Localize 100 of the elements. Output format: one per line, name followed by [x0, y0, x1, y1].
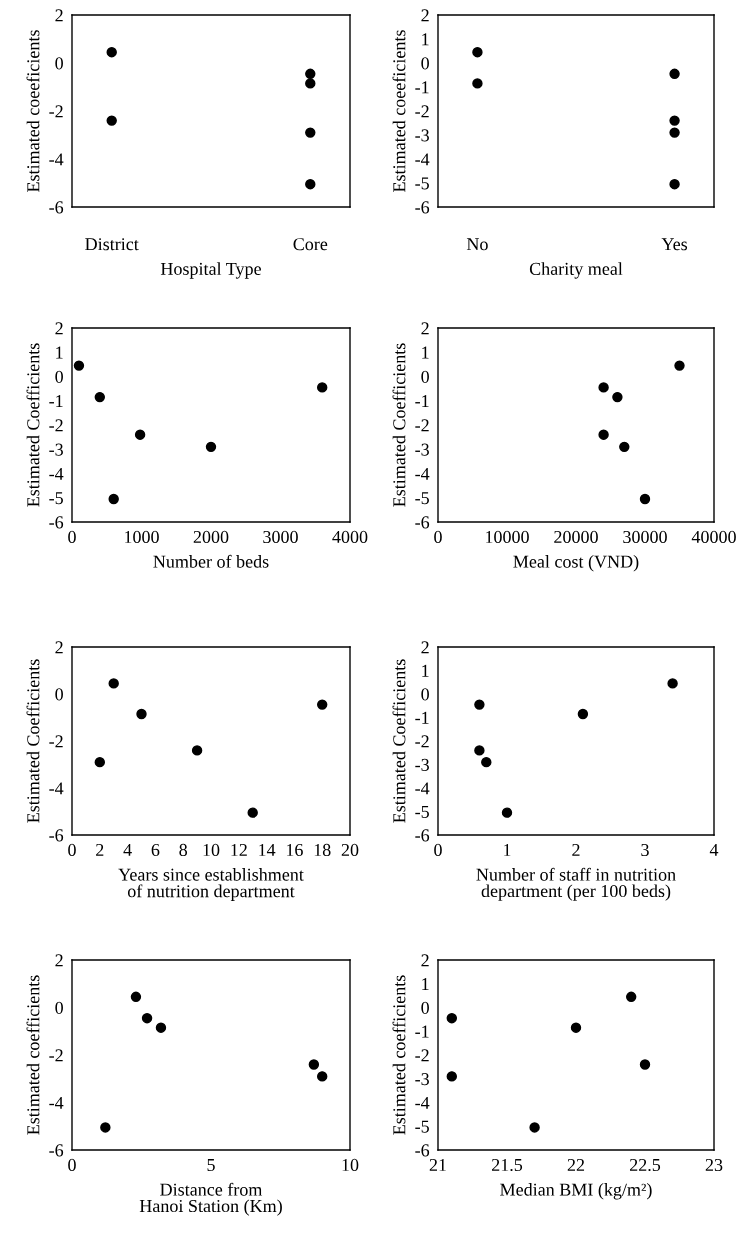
x-tick-label: 1: [504, 843, 511, 856]
y-tick-label: -4: [415, 782, 430, 795]
y-tick-label: 2: [421, 322, 429, 335]
y-tick-label: -4: [415, 1096, 430, 1109]
x-tick-label: 10: [342, 1158, 359, 1172]
y-tick-label: -6: [415, 516, 430, 529]
y-tick-label: -2: [415, 735, 429, 748]
y-axis-title: Estimated Coefficients: [26, 343, 40, 507]
point: [108, 493, 119, 505]
y-tick-label: -6: [49, 516, 64, 529]
y-tick-label: -1: [415, 395, 429, 408]
point: [619, 441, 630, 453]
point: [94, 756, 105, 768]
x-tick-label: 22.5: [629, 1158, 661, 1172]
y-tick-label: -2: [49, 105, 63, 118]
x-tick-label: 0: [68, 843, 76, 857]
y-tick-label: 1: [422, 33, 429, 46]
x-tick-label: District: [85, 238, 139, 251]
point: [108, 678, 119, 689]
y-tick-label: 0: [55, 1001, 63, 1014]
y-tick-label: -1: [415, 711, 429, 724]
y-tick-label: 2: [55, 9, 63, 22]
point: [474, 699, 485, 710]
x-tick-label: Yes: [661, 238, 688, 251]
y-tick-label: 1: [56, 346, 63, 359]
point: [308, 1059, 320, 1070]
x-tick-label: 22: [567, 1158, 585, 1171]
point: [612, 391, 623, 403]
point: [529, 1122, 540, 1133]
y-tick-label: -6: [415, 829, 430, 842]
y-tick-label: 0: [55, 57, 63, 70]
y-tick-label: -2: [49, 1049, 63, 1062]
point: [155, 1022, 167, 1033]
point: [94, 391, 105, 403]
x-tick-label: 20000: [554, 530, 598, 544]
x-tick-label: 14: [259, 843, 276, 856]
y-tick-label: 2: [421, 954, 429, 967]
y-tick-label: -6: [49, 201, 64, 214]
point: [639, 1059, 651, 1070]
x-tick-label: 1000: [125, 530, 159, 544]
y-tick-label: -1: [415, 1025, 429, 1038]
x-tick-label: 2: [572, 843, 580, 856]
x-tick-label: 4: [709, 843, 719, 856]
y-tick-label: -6: [49, 1144, 64, 1157]
y-tick-label: -5: [415, 1120, 429, 1133]
y-tick-label: 0: [421, 370, 429, 383]
y-tick-label: 1: [422, 664, 429, 677]
x-tick-label: 12: [231, 843, 247, 856]
x-tick-label: 3: [641, 843, 649, 857]
point: [100, 1122, 111, 1133]
point: [141, 1012, 153, 1024]
point: [481, 756, 492, 768]
y-tick-label: 2: [421, 641, 429, 654]
x-axis-title: Hospital Type: [160, 262, 261, 279]
point: [247, 807, 258, 818]
x-tick-label: 0: [434, 530, 442, 544]
y-tick-label: 0: [55, 688, 63, 701]
x-tick-label: 5: [207, 1159, 215, 1172]
y-tick-label: 0: [421, 57, 429, 70]
y-tick-label: 0: [55, 370, 63, 383]
point: [446, 1012, 457, 1024]
point: [667, 678, 678, 689]
point: [626, 991, 637, 1003]
y-axis-title: Estimated Coefficients: [392, 343, 406, 507]
point: [191, 745, 203, 756]
x-tick-label: 16: [286, 843, 303, 857]
y-tick-label: -1: [49, 395, 63, 408]
y-tick-label: -3: [415, 443, 429, 456]
point: [501, 807, 513, 818]
point: [134, 429, 146, 440]
y-tick-label: 0: [421, 1001, 429, 1014]
y-tick-label: 2: [55, 954, 63, 967]
x-tick-label: No: [466, 238, 488, 251]
x-axis-title: Number of staff in nutrition department (per 100 beds): [476, 867, 676, 901]
x-axis-title: Number of beds: [153, 554, 269, 568]
x-tick-label: 21.5: [491, 1158, 523, 1172]
y-tick-label: 2: [55, 641, 63, 654]
x-tick-label: 40000: [691, 530, 736, 544]
point: [474, 745, 485, 756]
point: [598, 382, 609, 393]
x-tick-label: 2: [96, 843, 104, 856]
x-tick-label: 21: [429, 1158, 446, 1171]
y-tick-label: -5: [415, 492, 429, 505]
y-tick-label: 1: [422, 346, 429, 359]
x-tick-label: 10: [203, 843, 220, 857]
y-tick-label: -1: [415, 81, 429, 94]
y-tick-label: -4: [49, 467, 64, 480]
y-axis-title: Estimated coefficients: [392, 975, 406, 1135]
y-axis-title: Estimated coeeficients: [26, 30, 40, 192]
x-tick-label: 6: [151, 843, 160, 857]
x-axis-title: Median BMI (kg/m²): [500, 1183, 652, 1200]
x-tick-label: 4: [123, 843, 132, 856]
x-tick-label: Core: [293, 238, 328, 251]
x-tick-label: 0: [434, 843, 442, 857]
y-tick-label: 2: [421, 9, 429, 22]
y-tick-label: -2: [49, 419, 63, 432]
y-tick-label: -4: [49, 782, 64, 795]
y-tick-label: -3: [49, 443, 63, 456]
y-tick-label: -6: [415, 1144, 430, 1157]
point: [73, 360, 85, 371]
